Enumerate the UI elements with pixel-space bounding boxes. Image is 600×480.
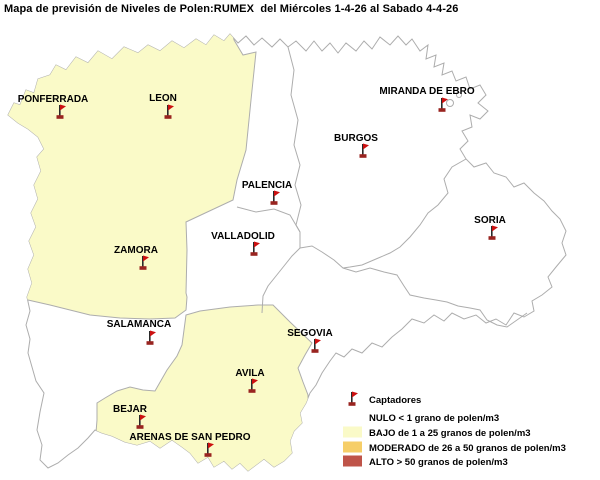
legend-swatch-moderado: [343, 441, 362, 453]
legend-swatch-nulo: [343, 411, 362, 423]
captador-flag-icon-leon: [164, 104, 174, 119]
station-palencia: PALENCIA: [242, 180, 292, 205]
captador-flag-icon-palencia: [270, 190, 280, 205]
station-valladolid: VALLADOLID: [211, 231, 275, 256]
station-miranda-de-ebro: MIRANDA DE EBRO: [379, 86, 475, 112]
station-salamanca: SALAMANCA: [107, 319, 171, 345]
legend-item-nulo: NULO < 1 grano de polen/m3: [343, 411, 499, 424]
station-label-valladolid: VALLADOLID: [211, 231, 275, 242]
station-soria: SORIA: [474, 215, 506, 240]
station-arenas-de-san-pedro: ARENAS DE SAN PEDRO: [129, 432, 251, 457]
legend-item-moderado: MODERADO de 26 a 50 granos de polen/m3: [343, 441, 566, 454]
legend-item-bajo: BAJO de 1 a 25 granos de polen/m3: [343, 426, 531, 439]
page-title: Mapa de previsión de Niveles de Polen:RU…: [4, 3, 459, 15]
legend: Captadores NULO < 1 grano de polen/m3 BAJO…: [343, 391, 566, 468]
station-label-leon: LEON: [149, 93, 177, 104]
legend-captadores-label: Captadores: [369, 395, 421, 406]
station-leon: LEON: [149, 93, 177, 119]
captador-flag-icon-avila: [248, 378, 258, 393]
legend-swatch-bajo: [343, 426, 362, 438]
station-label-miranda-de-ebro: MIRANDA DE EBRO: [379, 86, 474, 97]
captador-flag-icon-salamanca: [146, 330, 156, 345]
station-label-soria: SORIA: [474, 215, 506, 226]
station-zamora: ZAMORA: [114, 245, 158, 270]
legend-text-nulo: NULO < 1 grano de polen/m3: [369, 413, 499, 424]
station-label-salamanca: SALAMANCA: [107, 319, 171, 330]
captador-flag-icon-burgos: [359, 143, 369, 158]
captador-flag-icon-segovia: [311, 338, 321, 353]
station-label-burgos: BURGOS: [334, 133, 378, 144]
province-borders: [236, 46, 528, 328]
station-label-arenas-de-san-pedro: ARENAS DE SAN PEDRO: [129, 432, 250, 443]
station-label-bejar: BEJAR: [113, 404, 148, 415]
captador-flag-icon-legend: [348, 391, 358, 406]
legend-text-bajo: BAJO de 1 a 25 granos de polen/m3: [369, 428, 531, 439]
small-enclave: [456, 92, 462, 98]
station-avila: AVILA: [235, 368, 265, 393]
captador-flag-icon-soria: [488, 225, 498, 240]
station-bejar: BEJAR: [113, 404, 148, 429]
station-segovia: SEGOVIA: [287, 328, 333, 353]
station-ponferrada: PONFERRADA: [18, 94, 89, 119]
trevino-enclave: [446, 99, 454, 107]
station-burgos: BURGOS: [334, 133, 378, 158]
captador-flag-icon-zamora: [139, 255, 149, 270]
legend-text-moderado: MODERADO de 26 a 50 granos de polen/m3: [369, 443, 566, 454]
legend-swatch-alto: [343, 455, 362, 467]
captador-flag-icon-ponferrada: [56, 104, 66, 119]
station-label-avila: AVILA: [235, 368, 264, 379]
captador-flag-icon-miranda-de-ebro: [438, 97, 448, 112]
station-label-ponferrada: PONFERRADA: [18, 94, 89, 105]
captador-flag-icon-arenas-de-san-pedro: [204, 442, 214, 457]
captador-flag-icon-valladolid: [250, 241, 260, 256]
station-label-zamora: ZAMORA: [114, 245, 158, 256]
captador-flag-icon-bejar: [136, 414, 146, 429]
legend-item-alto: ALTO > 50 granos de polen/m3: [343, 455, 508, 468]
stations-layer: PONFERRADA LEON MIRANDA DE EBRO BURGOS PALEN…: [18, 86, 506, 457]
station-label-segovia: SEGOVIA: [287, 328, 333, 339]
station-label-palencia: PALENCIA: [242, 180, 292, 191]
legend-text-alto: ALTO > 50 granos de polen/m3: [369, 457, 508, 468]
